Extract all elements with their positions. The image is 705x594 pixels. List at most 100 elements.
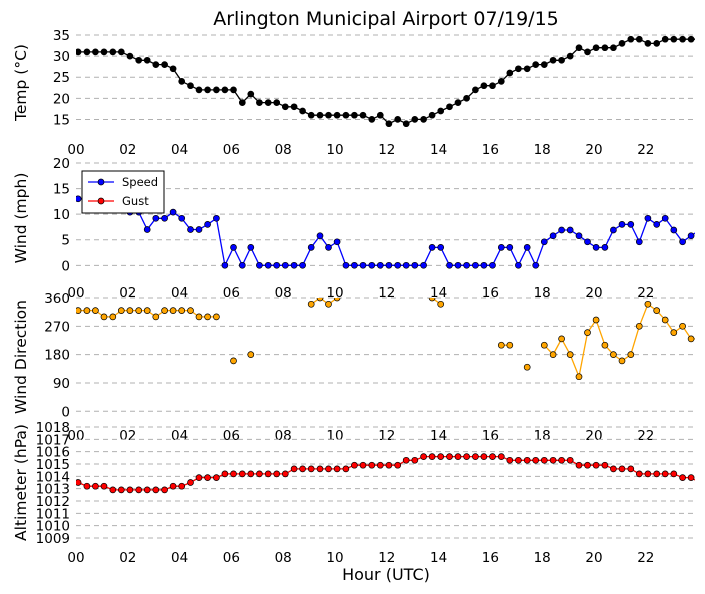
wind-speed-point bbox=[523, 244, 531, 251]
direction-direction-point bbox=[100, 313, 108, 321]
direction-direction-point bbox=[661, 316, 669, 324]
altimeter-altimeter-point bbox=[697, 480, 703, 486]
direction-direction-point bbox=[523, 363, 531, 371]
direction-x-tick-label: 22 bbox=[637, 428, 654, 444]
temp-temp-point bbox=[299, 107, 306, 115]
altimeter-altimeter-point bbox=[584, 461, 591, 469]
temp-temp-point bbox=[592, 44, 600, 52]
altimeter-altimeter-point bbox=[635, 470, 643, 478]
temp-temp-point bbox=[385, 120, 393, 128]
temp-temp-point bbox=[325, 111, 332, 119]
altimeter-x-tick-label: 16 bbox=[482, 550, 499, 566]
direction-direction-point bbox=[566, 351, 574, 358]
direction-direction-point bbox=[161, 307, 168, 314]
temp-temp-point bbox=[575, 44, 583, 52]
direction-direction-point bbox=[307, 300, 315, 308]
wind-x-tick-label: 06 bbox=[223, 285, 240, 301]
wind-speed-point bbox=[506, 244, 514, 251]
wind-data bbox=[76, 195, 703, 269]
temp-temp-point bbox=[402, 120, 410, 128]
altimeter-altimeter-point bbox=[566, 456, 574, 464]
temp-temp-point bbox=[697, 36, 703, 42]
direction-direction-point bbox=[687, 335, 695, 343]
altimeter-x-tick-label: 06 bbox=[223, 550, 240, 566]
altimeter-altimeter-point bbox=[661, 470, 669, 478]
altimeter-altimeter-point bbox=[187, 479, 194, 486]
direction-direction-point bbox=[169, 307, 177, 314]
temp-temp-point bbox=[83, 48, 91, 56]
temp-temp-point bbox=[618, 40, 626, 47]
temp-y-tick-label: 30 bbox=[53, 49, 70, 65]
direction-direction-point bbox=[584, 329, 591, 336]
direction-x-tick-label: 20 bbox=[585, 428, 602, 444]
temp-temp-point bbox=[497, 78, 505, 85]
temp-temp-point bbox=[281, 103, 289, 111]
temp-temp-point bbox=[679, 35, 686, 43]
altimeter-altimeter-point bbox=[368, 461, 376, 469]
altimeter-y-tick-label: 1012 bbox=[36, 494, 70, 510]
altimeter-altimeter-point bbox=[446, 453, 453, 460]
altimeter-y-axis-label: Altimeter (hPa) bbox=[12, 424, 30, 541]
direction-direction-point bbox=[126, 307, 134, 314]
altimeter-altimeter-point bbox=[506, 456, 514, 464]
temp-temp-point bbox=[264, 99, 272, 106]
legend-label-speed: Speed bbox=[122, 175, 158, 189]
wind-y-tick-label: 20 bbox=[53, 156, 70, 172]
legend-box bbox=[81, 170, 165, 214]
direction-direction-point bbox=[76, 307, 82, 314]
direction-direction-point bbox=[247, 351, 255, 358]
wind-speed-point bbox=[584, 238, 591, 246]
wind-x-tick-label: 20 bbox=[585, 285, 602, 301]
wind-speed-point bbox=[143, 226, 151, 233]
temp-temp-point bbox=[368, 116, 376, 123]
direction-direction-point bbox=[627, 351, 635, 358]
direction-x-tick-label: 10 bbox=[326, 428, 343, 444]
temp-temp-point bbox=[420, 116, 427, 123]
temp-temp-point bbox=[213, 86, 220, 94]
temp-temp-point bbox=[376, 111, 384, 119]
direction-direction-point bbox=[618, 357, 626, 365]
wind-speed-point bbox=[653, 221, 661, 228]
altimeter-y-tick-label: 1016 bbox=[36, 445, 70, 461]
temp-temp-point bbox=[247, 90, 255, 98]
temp-temp-point bbox=[143, 56, 151, 64]
wind-legend: Speed Gust bbox=[81, 170, 165, 214]
wind-speed-point bbox=[446, 261, 453, 269]
altimeter-x-tick-label: 08 bbox=[275, 550, 292, 566]
temp-temp-point bbox=[687, 35, 695, 43]
temp-temp-point bbox=[126, 52, 134, 60]
altimeter-altimeter-point bbox=[359, 461, 367, 469]
wind-speed-point bbox=[697, 227, 703, 233]
wind-speed-point bbox=[532, 261, 540, 269]
altimeter-altimeter-point bbox=[653, 470, 661, 478]
temp-temp-point bbox=[446, 103, 453, 111]
legend-marker-gust bbox=[97, 197, 105, 205]
direction-direction-point bbox=[653, 307, 661, 314]
altimeter-altimeter-point bbox=[402, 456, 410, 464]
altimeter-altimeter-point bbox=[256, 470, 263, 478]
altimeter-x-tick-label: 12 bbox=[378, 550, 395, 566]
temp-temp-point bbox=[532, 61, 540, 68]
temp-temp-point bbox=[273, 99, 281, 106]
direction-x-tick-label: 06 bbox=[223, 428, 240, 444]
panel-wind: 0 5 10 15 20 00 02 04 06 08 10 12 14 16 18 20 22 Wind (mp… bbox=[12, 156, 703, 301]
altimeter-altimeter-point bbox=[532, 456, 540, 464]
wind-speed-point bbox=[213, 214, 220, 222]
wind-speed-point bbox=[411, 261, 419, 269]
altimeter-altimeter-point bbox=[480, 453, 488, 460]
altimeter-altimeter-point bbox=[411, 456, 419, 464]
altimeter-altimeter-point bbox=[238, 470, 246, 478]
temp-temp-point bbox=[342, 111, 350, 119]
temp-x-tick-label: 16 bbox=[482, 142, 499, 158]
wind-speed-point bbox=[489, 261, 496, 269]
temp-temp-point bbox=[540, 61, 548, 68]
direction-data bbox=[76, 298, 695, 381]
altimeter-altimeter-point bbox=[333, 465, 341, 473]
wind-speed-point bbox=[290, 261, 298, 269]
wind-speed-point bbox=[428, 244, 436, 251]
temp-x-tick-label: 02 bbox=[119, 142, 136, 158]
temp-temp-point bbox=[558, 56, 565, 64]
temp-x-tick-label: 20 bbox=[585, 142, 602, 158]
altimeter-altimeter-point bbox=[92, 482, 99, 490]
